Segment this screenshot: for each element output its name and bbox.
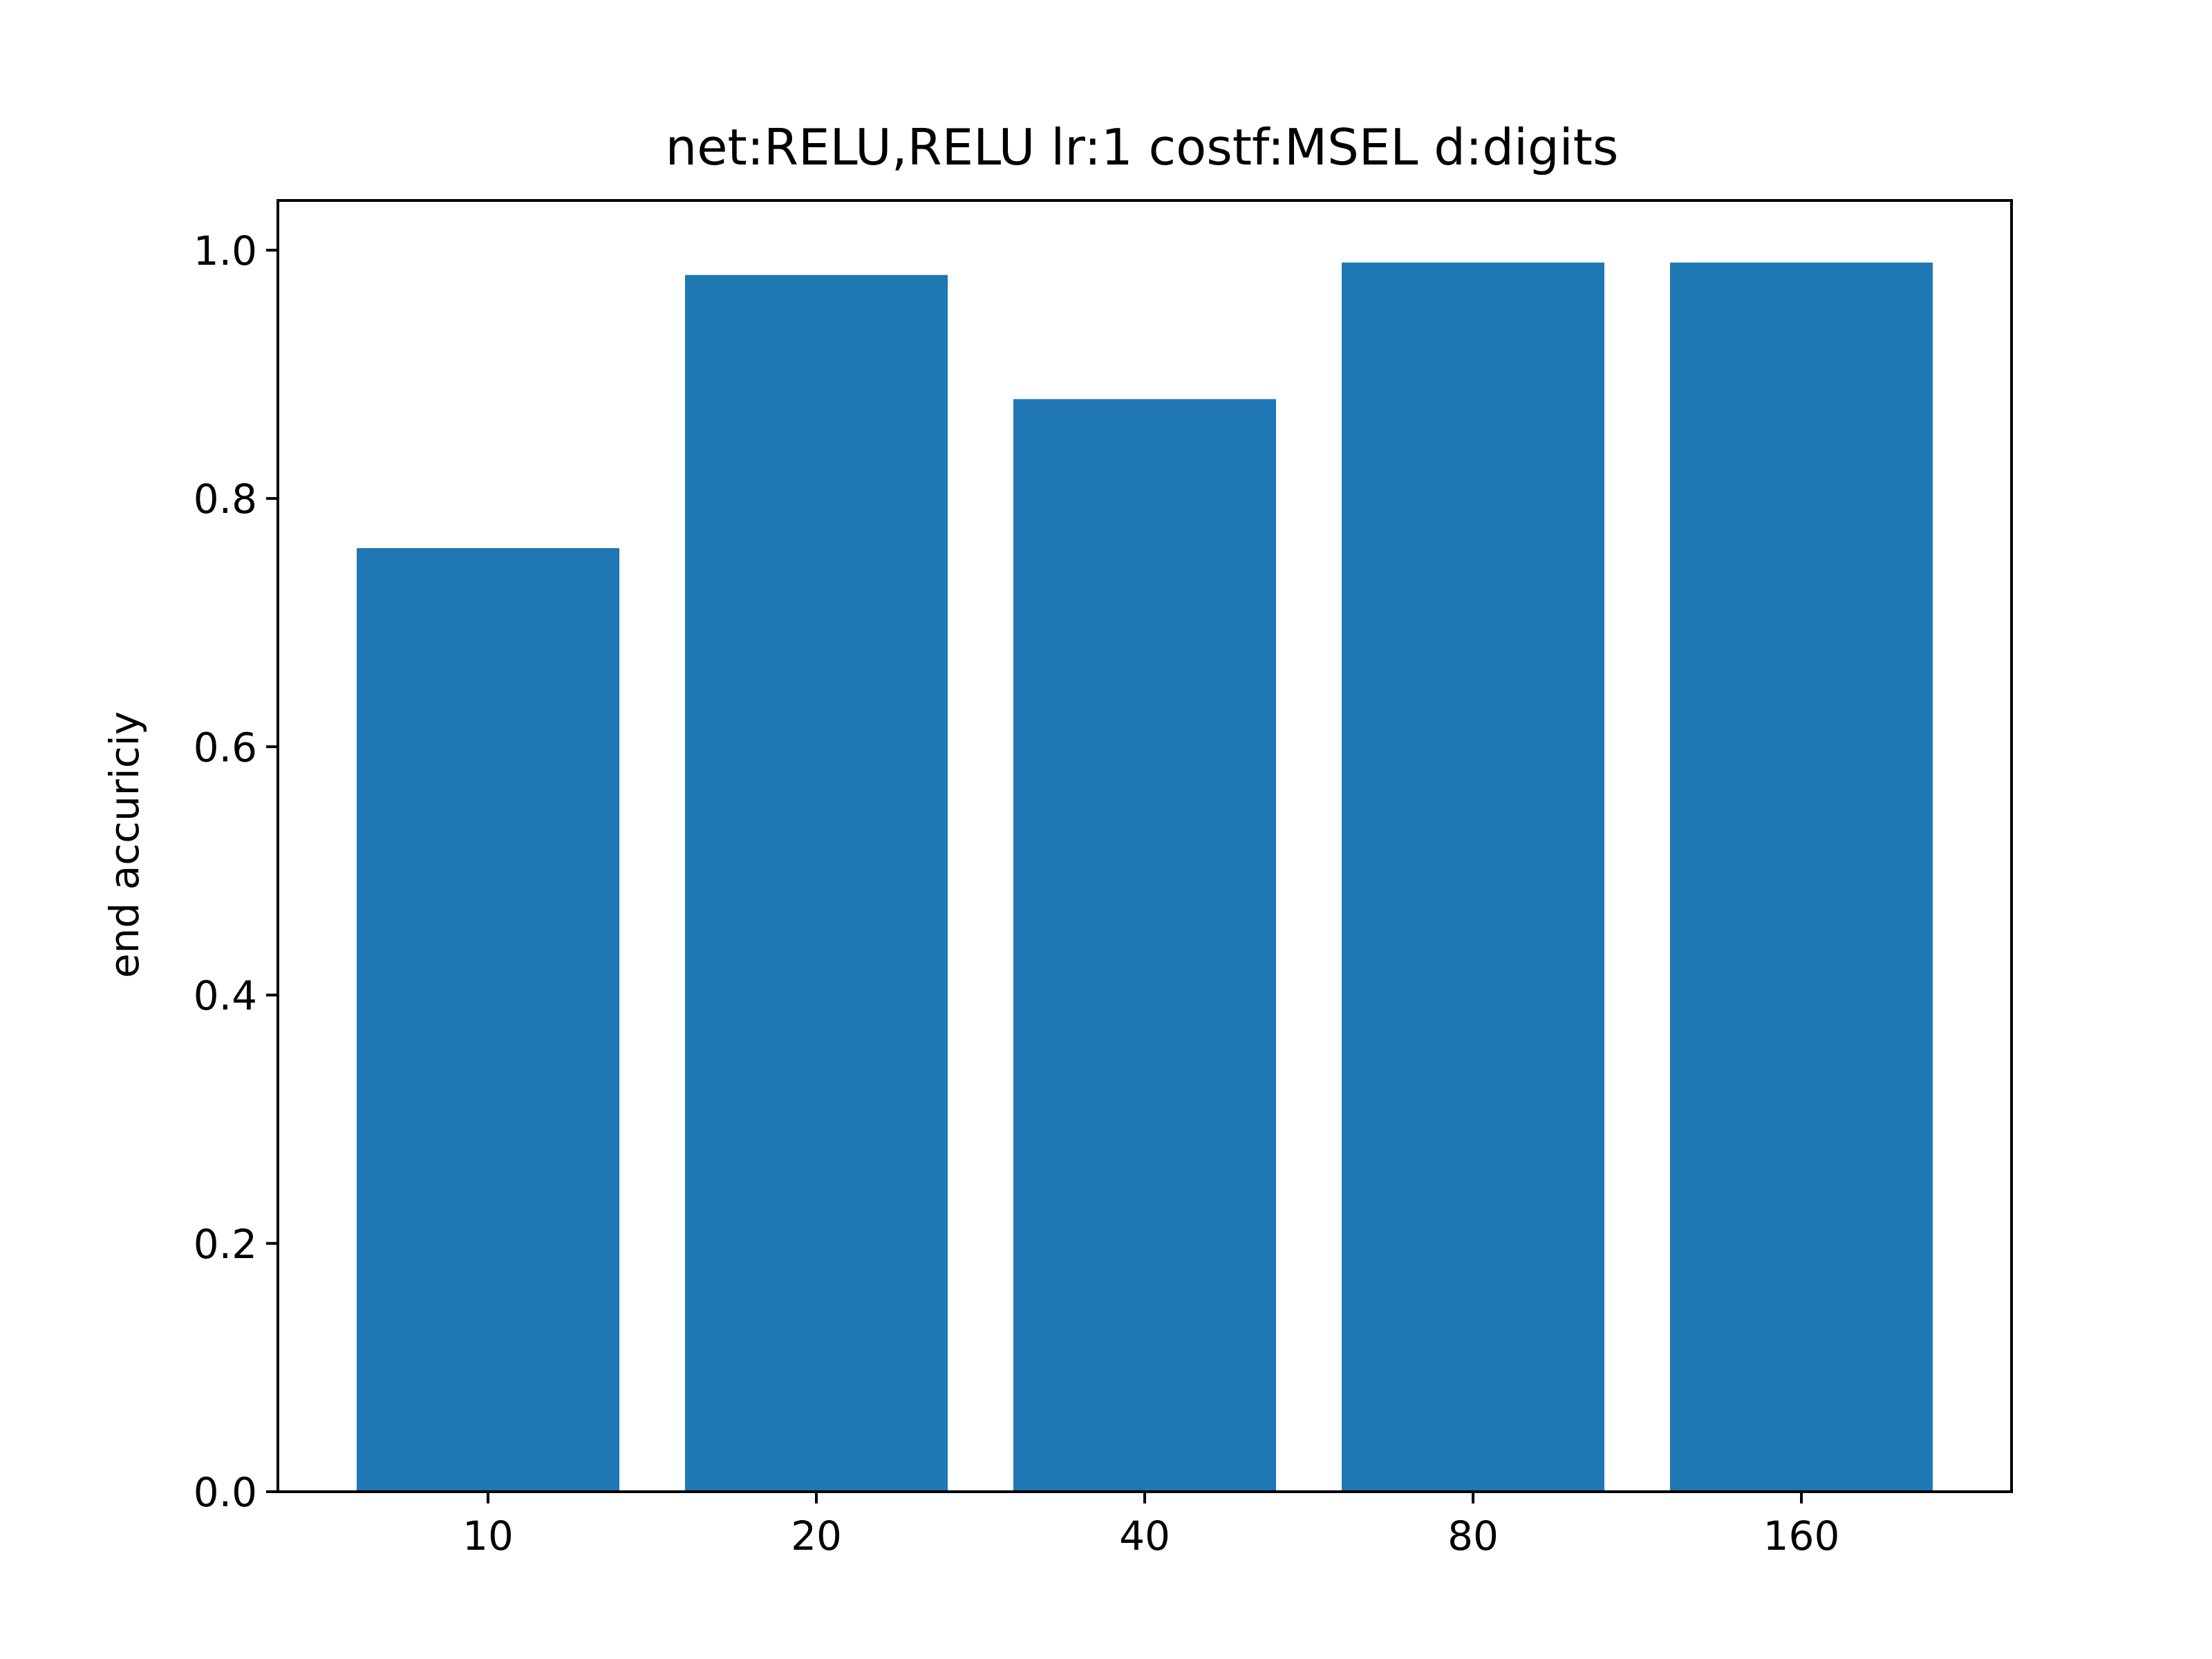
y-tick-label: 0.0	[194, 1469, 257, 1516]
y-axis-ticks: 0.0 0.2 0.4 0.6 0.8 1.0	[194, 227, 278, 1516]
bar-20	[685, 274, 948, 1492]
bar-40	[1013, 399, 1276, 1492]
bars-group	[357, 262, 1933, 1492]
chart-title: net:RELU,RELU lr:1 costf:MSEL d:digits	[666, 118, 1619, 176]
x-tick-label: 160	[1763, 1512, 1840, 1559]
x-tick-label: 40	[1119, 1512, 1170, 1559]
x-tick-label: 10	[462, 1512, 514, 1559]
x-tick-label: 20	[791, 1512, 842, 1559]
bar-160	[1670, 262, 1933, 1492]
x-tick-label: 80	[1447, 1512, 1499, 1559]
bar-10	[357, 547, 619, 1492]
plot-frame	[276, 199, 2013, 1493]
y-tick-label: 0.4	[194, 973, 257, 1020]
y-tick-label: 1.0	[194, 227, 257, 274]
y-tick-label: 0.6	[194, 724, 257, 771]
bar-80	[1342, 262, 1604, 1492]
y-tick-label: 0.2	[194, 1221, 257, 1268]
y-axis-label: end accuriciy	[101, 711, 148, 978]
y-tick-label: 0.8	[194, 476, 257, 523]
x-axis-ticks: 10 20 40 80 160	[462, 1492, 1839, 1559]
